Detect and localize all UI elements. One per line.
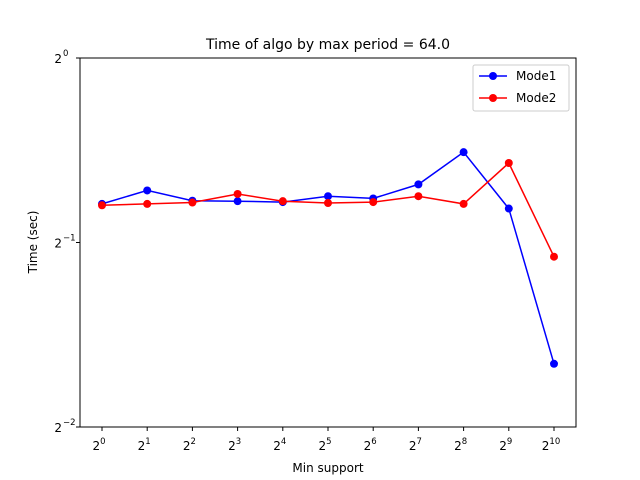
x-tick-label-exponent: 8 xyxy=(462,437,467,447)
data-point-mode2 xyxy=(188,198,197,207)
x-tick-label: 25 xyxy=(318,437,331,453)
legend-marker-mode1 xyxy=(489,72,497,80)
data-point-mode1 xyxy=(324,192,332,201)
data-point-mode1 xyxy=(459,148,468,157)
x-tick-label-exponent: 2 xyxy=(191,437,196,447)
x-tick-label-base: 2 xyxy=(318,439,326,453)
x-tick-label: 24 xyxy=(273,437,286,453)
x-tick-label-exponent: 4 xyxy=(281,437,286,447)
y-tick-exponent: −1 xyxy=(63,234,76,244)
x-axis: 20 21 22 23 24 25 26 27 28 29 210 xyxy=(92,427,560,453)
chart-title: Time of algo by max period = 64.0 xyxy=(205,37,450,53)
data-point-mode2 xyxy=(98,201,106,210)
legend-label-mode1: Mode1 xyxy=(516,69,556,83)
y-tick-label-base: 2 xyxy=(54,237,62,251)
x-tick-label-exponent: 7 xyxy=(417,437,422,447)
y-tick-label: 2 xyxy=(54,421,62,435)
x-axis-label: Min support xyxy=(292,461,363,475)
x-tick-label: 27 xyxy=(409,437,422,453)
legend-marker-mode2 xyxy=(489,94,497,102)
y-tick-label-base: 2 xyxy=(54,421,62,435)
data-point-mode2 xyxy=(414,192,423,201)
legend-label-mode2: Mode2 xyxy=(516,91,556,105)
x-tick-label-base: 2 xyxy=(364,439,372,453)
data-point-mode2 xyxy=(369,198,378,207)
x-tick-label: 22 xyxy=(183,437,196,453)
data-point-mode2 xyxy=(504,159,513,168)
plot-layer xyxy=(98,148,558,368)
data-point-mode2 xyxy=(143,199,152,208)
y-tick-exponent: −2 xyxy=(63,418,76,428)
y-tick-label-base: 2 xyxy=(54,52,62,66)
x-tick-label-exponent: 9 xyxy=(507,437,512,447)
x-tick-label: 28 xyxy=(454,437,467,453)
x-tick-label: 21 xyxy=(138,437,151,453)
data-point-mode2 xyxy=(324,198,332,207)
data-point-mode2 xyxy=(278,197,287,206)
data-point-mode2 xyxy=(459,199,468,208)
x-tick-label: 23 xyxy=(228,437,241,453)
y-axis-label: Time (sec) xyxy=(26,211,40,275)
data-point-mode1 xyxy=(414,180,423,189)
x-tick-label-base: 2 xyxy=(183,439,191,453)
x-tick-label: 210 xyxy=(542,437,560,453)
x-tick-label-base: 2 xyxy=(92,439,100,453)
x-tick-label-exponent: 0 xyxy=(100,437,105,447)
x-tick-label-base: 2 xyxy=(542,439,550,453)
x-tick-label-base: 2 xyxy=(454,439,462,453)
y-tick-exponent: 0 xyxy=(63,49,68,59)
x-tick-label-exponent: 6 xyxy=(371,437,376,447)
x-tick-label-base: 2 xyxy=(273,439,281,453)
x-tick-label-base: 2 xyxy=(228,439,236,453)
x-tick-label-base: 2 xyxy=(409,439,417,453)
x-tick-label-exponent: 10 xyxy=(549,437,560,447)
data-point-mode1 xyxy=(143,186,152,195)
y-tick-label: 2 xyxy=(54,52,62,66)
series-line-mode2 xyxy=(101,161,555,258)
plot-frame xyxy=(79,57,577,428)
x-tick-label-exponent: 3 xyxy=(236,437,241,447)
x-tick-label-base: 2 xyxy=(138,439,146,453)
data-point-mode1 xyxy=(550,359,558,368)
x-tick-label: 29 xyxy=(499,437,512,453)
x-tick-label: 20 xyxy=(92,437,105,453)
data-point-mode2 xyxy=(233,189,242,198)
data-point-mode1 xyxy=(233,197,242,206)
data-point-mode1 xyxy=(504,204,513,213)
x-tick-label-base: 2 xyxy=(499,439,507,453)
x-tick-label: 26 xyxy=(364,437,377,453)
legend: Mode1 Mode2 xyxy=(472,64,570,112)
data-point-mode2 xyxy=(550,252,558,261)
x-tick-label-exponent: 5 xyxy=(326,437,331,447)
y-tick-label: 2 xyxy=(54,237,62,251)
x-tick-label-exponent: 1 xyxy=(145,437,150,447)
y-axis: 2 02 −12 −2 xyxy=(54,49,80,435)
